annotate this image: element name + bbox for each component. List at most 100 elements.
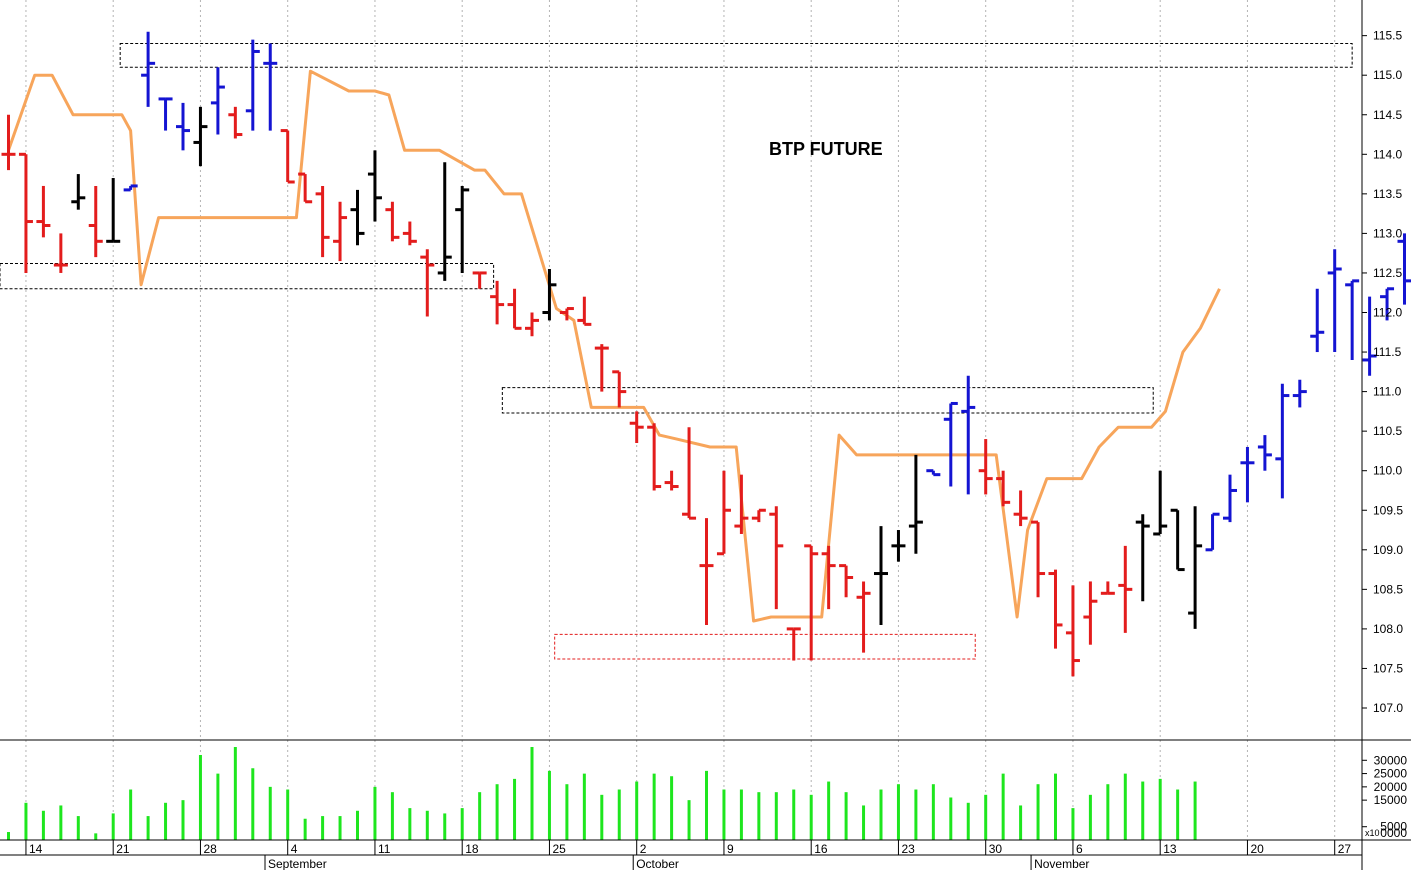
day-tick-label: 20 (1250, 842, 1264, 856)
day-tick-label: 4 (291, 842, 298, 856)
day-tick-label: 18 (465, 842, 479, 856)
price-tick-label: 110.5 (1373, 424, 1402, 438)
ohlc-bar (1065, 585, 1080, 677)
ohlc-bar (1362, 296, 1377, 376)
price-tick-label: 109.5 (1373, 503, 1403, 517)
ohlc-bar (176, 102, 190, 151)
date-axis: 14 21 28 4 11 18 25 2 9 16 23 30 6 13 20 27 September Oct… (25, 840, 1351, 870)
ohlc-bar (1135, 514, 1150, 602)
ohlc-bar (612, 370, 627, 408)
day-tick-label: 16 (814, 842, 828, 856)
ohlc-bar (943, 401, 958, 487)
price-tick-label: 113.0 (1373, 226, 1402, 240)
ohlc-bar (1275, 383, 1290, 499)
zone-box (119, 43, 1353, 68)
ohlc-bar (961, 375, 976, 495)
ohlc-bar (734, 474, 749, 534)
ohlc-bar (1188, 506, 1203, 629)
ohlc-bar (1310, 288, 1325, 353)
ohlc-bar (1223, 474, 1237, 523)
ohlc-bar (1031, 520, 1046, 598)
ohlc-bar (1397, 233, 1411, 305)
day-tick-label: 28 (203, 842, 217, 856)
ohlc-bar (1380, 287, 1395, 321)
ohlc-bar (839, 564, 854, 598)
ohlc-bar (978, 439, 993, 495)
ohlc-bar (280, 129, 295, 184)
ohlc-bar (804, 544, 819, 661)
day-tick-label: 9 (727, 842, 734, 856)
ohlc-bar (315, 185, 330, 258)
volume-tick-label: 0000 (1380, 826, 1407, 840)
volume-multiplier: x10 (1365, 828, 1380, 838)
ohlc-bar (1118, 545, 1133, 633)
volume-tick-label: 15000 (1374, 793, 1408, 807)
price-axis: 107.0 107.5 108.0 108.5 109.0 109.5 110.0 110.5… (1362, 29, 1403, 715)
ohlc-bar (559, 307, 574, 321)
price-tick-label: 108.0 (1373, 622, 1403, 636)
ohlc-bar (490, 280, 505, 325)
volume-tick-label: 25000 (1374, 767, 1408, 781)
price-tick-label: 107.5 (1373, 661, 1403, 675)
ohlc-bar (1327, 249, 1342, 353)
zone-boxes (0, 43, 1353, 660)
ohlc-bar (228, 106, 243, 139)
ohlc-bar (1048, 569, 1063, 649)
ohlc-bar (1013, 490, 1028, 527)
ohlc-bar (996, 470, 1011, 507)
ohlc-bar (926, 469, 941, 477)
price-tick-label: 115.0 (1373, 68, 1402, 82)
volume-bars (7, 747, 1197, 840)
ohlc-bar (385, 201, 400, 242)
ohlc-bar (525, 312, 539, 337)
price-tick-label: 112.5 (1373, 266, 1402, 280)
day-tick-label: 11 (378, 842, 391, 856)
chart-title: BTP FUTURE (769, 139, 883, 159)
guide-line (7, 69, 1221, 623)
ohlc-bar (141, 31, 156, 107)
ohlc-bar (629, 411, 644, 444)
price-tick-label: 111.5 (1373, 345, 1402, 359)
ohlc-bar (769, 506, 784, 610)
price-tick-label: 107.0 (1373, 701, 1403, 715)
volume-tick-label: 20000 (1374, 780, 1408, 794)
ohlc-bar (1100, 581, 1115, 595)
ohlc-bar (36, 185, 51, 238)
ohlc-bar (88, 185, 103, 258)
price-tick-label: 110.0 (1373, 464, 1402, 478)
volume-tick-label: 30000 (1374, 753, 1408, 767)
day-tick-label: 30 (989, 842, 1003, 856)
ohlc-bar (472, 271, 487, 289)
ohlc-bars (1, 31, 1411, 677)
day-tick-label: 2 (640, 842, 647, 856)
ohlc-bar (786, 627, 801, 661)
ohlc-bar (1083, 581, 1098, 645)
ohlc-bar (1, 114, 16, 171)
day-tick-label: 6 (1076, 842, 1083, 856)
day-tick-label: 23 (901, 842, 915, 856)
ohlc-bar (298, 172, 313, 204)
price-tick-label: 114.0 (1373, 147, 1402, 161)
month-label: November (1034, 857, 1089, 870)
ohlc-bar (1292, 379, 1307, 408)
ohlc-bar (908, 454, 923, 554)
ohlc-bar (1257, 435, 1272, 471)
ohlc-bar (874, 526, 888, 625)
ohlc-bar (699, 518, 714, 625)
day-tick-label: 25 (552, 842, 566, 856)
ohlc-bar (891, 530, 906, 562)
trend-line (7, 69, 1221, 623)
ohlc-bar (682, 427, 697, 520)
price-tick-label: 112.0 (1373, 306, 1402, 320)
ohlc-bar (18, 152, 33, 273)
ohlc-bar (594, 344, 609, 392)
ohlc-bar (245, 39, 260, 131)
ohlc-bar (420, 249, 435, 317)
ohlc-bar (1170, 508, 1185, 572)
zone-box (554, 633, 976, 660)
ohlc-bar (158, 97, 173, 131)
ohlc-bar (821, 545, 836, 610)
ohlc-bar (455, 185, 470, 273)
